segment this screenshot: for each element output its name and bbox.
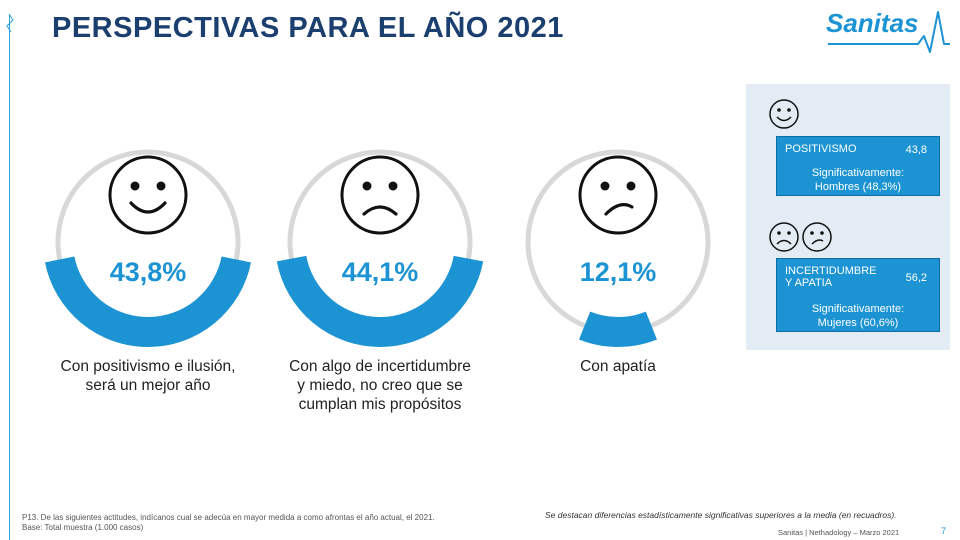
box-value: 56,2 <box>905 272 927 284</box>
donut-value-arc <box>44 256 252 347</box>
significance-note: Se destacan diferencias estadísticamente… <box>545 510 897 520</box>
heartbeat-icon <box>828 11 950 53</box>
footnote-base: Base: Total muestra (1.000 casos) <box>22 523 144 532</box>
box-sig-line: Mujeres (60,6%) <box>817 317 899 329</box>
donut-caption-line: será un mejor año <box>85 377 211 394</box>
box-sig-line: Significativamente: <box>811 167 905 179</box>
left-accent-zigzag <box>6 14 14 33</box>
box-sig-line: Significativamente: <box>811 303 905 315</box>
donut-caption-line: Con apatía <box>580 358 656 375</box>
frown-face-icon <box>802 222 832 252</box>
donut-track <box>525 149 711 335</box>
donut-caption: Con positivismo e ilusión, será un mejor … <box>38 357 258 395</box>
donut-caption-line: y miedo, no creo que se <box>297 377 463 394</box>
donut-chart: 43,8% <box>44 149 252 347</box>
donut-value-label: 12,1% <box>580 257 657 287</box>
sad-face-icon <box>769 222 799 252</box>
footnote-question: P13. De las siguientes actitudes, indíca… <box>22 513 435 522</box>
significance-panel: POSITIVISMO 43,8 Significativamente: Hom… <box>746 84 950 350</box>
left-accent-rule <box>9 14 10 540</box>
incertidumbre-box: INCERTIDUMBRE Y APATIA 56,2 Significativ… <box>776 258 940 332</box>
credit-line: Sanitas | Nethadology – Marzo 2021 <box>778 528 900 537</box>
positivismo-box: POSITIVISMO 43,8 Significativamente: Hom… <box>776 136 940 196</box>
happy-face-icon <box>108 155 188 235</box>
box-label-line: Y APATIA <box>785 277 833 289</box>
donut-caption-line: cumplan mis propósitos <box>298 396 462 413</box>
box-label-line: INCERTIDUMBRE <box>785 265 877 277</box>
sanitas-logo: Sanitas <box>826 6 956 54</box>
happy-face-icon <box>769 99 799 129</box>
donut-caption-line: Con positivismo e ilusión, <box>60 358 236 375</box>
footnote: P13. De las siguientes actitudes, indíca… <box>22 513 435 533</box>
sad-face-icon <box>340 155 420 235</box>
donut-caption-line: Con algo de incertidumbre <box>289 358 471 375</box>
donut-value-arc <box>579 311 657 347</box>
donut-value-label: 43,8% <box>110 257 187 287</box>
box-value: 43,8 <box>905 144 927 156</box>
donut-chart: 44,1% <box>276 149 484 347</box>
page-title: PERSPECTIVAS PARA EL AÑO 2021 <box>52 12 564 44</box>
donut-caption: Con apatía <box>508 357 728 376</box>
donut-value-label: 44,1% <box>342 257 419 287</box>
donut-value-arc <box>276 255 484 347</box>
donut-caption: Con algo de incertidumbre y miedo, no cre… <box>270 357 490 414</box>
frown-face-icon <box>578 155 658 235</box>
box-label: INCERTIDUMBRE Y APATIA <box>785 265 876 289</box>
page-number: 7 <box>941 526 947 536</box>
donut-chart: 12,1% <box>525 149 711 347</box>
logo-text: Sanitas <box>826 8 919 38</box>
box-label: POSITIVISMO <box>785 143 857 155</box>
box-sig-line: Hombres (48,3%) <box>814 181 902 193</box>
